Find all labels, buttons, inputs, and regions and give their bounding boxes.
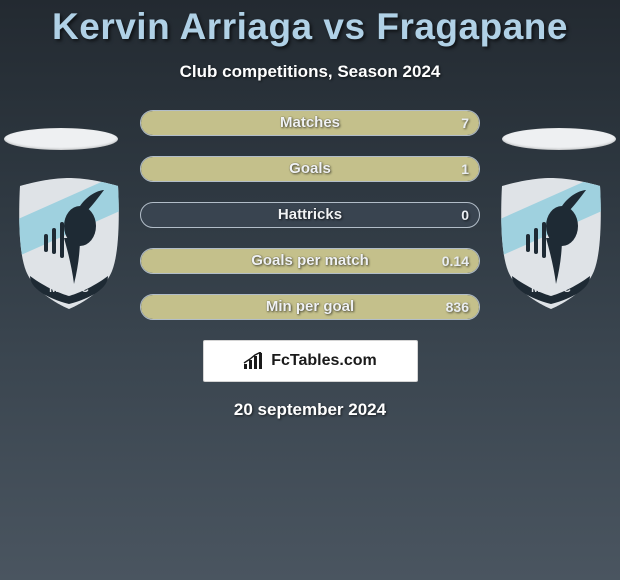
player-photo-placeholder-left [4,128,118,150]
fctables-text: FcTables.com [271,352,377,370]
stat-value: 0.14 [442,249,469,273]
stat-value: 1 [461,157,469,181]
stat-row: Matches7 [140,110,480,136]
stat-label: Matches [141,111,479,135]
svg-text:MNUFC: MNUFC [531,283,571,295]
stat-row: Min per goal836 [140,294,480,320]
bar-chart-icon [243,352,265,370]
club-badge-right: MNUFC [496,176,606,311]
mnufc-shield-icon: MNUFC [496,176,606,311]
stat-label: Min per goal [141,295,479,319]
svg-text:MNUFC: MNUFC [49,283,89,295]
subtitle: Club competitions, Season 2024 [0,62,620,82]
stat-label: Hattricks [141,203,479,227]
stat-row: Goals per match0.14 [140,248,480,274]
stat-label: Goals [141,157,479,181]
fctables-attribution: FcTables.com [203,340,418,382]
stat-value: 7 [461,111,469,135]
mnufc-shield-icon: MNUFC [14,176,124,311]
stat-value: 0 [461,203,469,227]
stat-label: Goals per match [141,249,479,273]
date-text: 20 september 2024 [0,400,620,420]
stat-row: Goals1 [140,156,480,182]
club-badge-left: MNUFC [14,176,124,311]
stats-list: Matches7Goals1Hattricks0Goals per match0… [140,110,480,320]
stat-row: Hattricks0 [140,202,480,228]
player-photo-placeholder-right [502,128,616,150]
page-title: Kervin Arriaga vs Fragapane [0,0,620,48]
stat-value: 836 [446,295,469,319]
